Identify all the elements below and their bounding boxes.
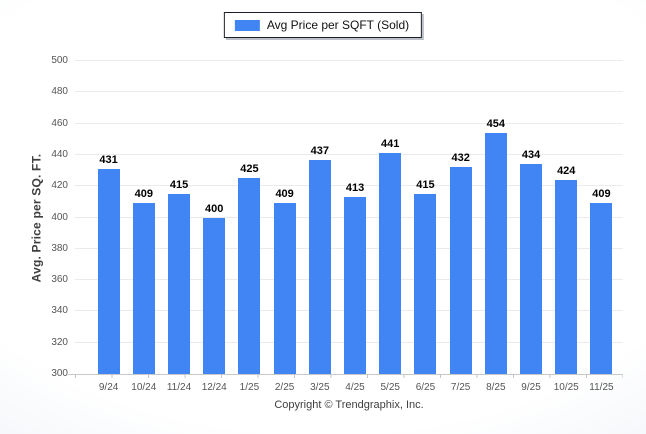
y-tick-label: 380 xyxy=(51,242,68,254)
bar[interactable] xyxy=(520,164,543,374)
bar-value-label: 425 xyxy=(240,163,259,176)
bar-value-label: 400 xyxy=(205,202,224,215)
bar-value-label: 441 xyxy=(381,138,400,151)
y-tick-label: 440 xyxy=(51,148,68,160)
bar-slot: 400 12/24 xyxy=(197,61,232,393)
y-tick-label: 340 xyxy=(51,305,68,317)
bar-slot: 415 6/25 xyxy=(408,61,443,393)
bar-value-label: 434 xyxy=(521,149,541,162)
bar[interactable] xyxy=(449,167,472,374)
x-axis-label: 4/25 xyxy=(345,382,365,393)
bar-value-label: 424 xyxy=(557,164,576,177)
bar[interactable] xyxy=(344,197,367,374)
x-axis-label: 7/25 xyxy=(450,382,471,393)
bar[interactable] xyxy=(273,203,296,374)
bar[interactable] xyxy=(414,194,437,374)
bar[interactable] xyxy=(379,153,402,374)
bar-slot: 409 11/25 xyxy=(584,61,619,393)
bar-value-label: 431 xyxy=(99,154,118,166)
legend-label: Avg Price per SQFT (Sold) xyxy=(266,18,410,32)
bar-slot: 437 3/25 xyxy=(302,61,337,393)
x-axis-label: 1/25 xyxy=(239,382,260,393)
bar-value-label: 409 xyxy=(134,188,153,201)
y-tick-label: 360 xyxy=(51,274,68,286)
x-axis-label: 11/24 xyxy=(166,382,192,393)
bar[interactable] xyxy=(203,217,226,374)
x-axis-label: 9/24 xyxy=(98,382,119,393)
x-axis-label: 6/25 xyxy=(415,382,436,393)
y-tick-label: 420 xyxy=(51,180,68,192)
gridline xyxy=(75,153,623,155)
y-tick-label: 400 xyxy=(51,211,68,223)
plot-area: 431 9/24 409 10/24 415 11/24 400 12/24 425 1/25 40… xyxy=(68,60,623,393)
bar-slot: 409 2/25 xyxy=(267,61,302,393)
bar-value-label: 437 xyxy=(310,144,329,157)
bar-slot: 413 4/25 xyxy=(337,61,372,393)
x-axis-label: 2/25 xyxy=(274,382,295,393)
y-tick-label: 320 xyxy=(51,336,68,348)
bar[interactable] xyxy=(168,194,190,374)
y-tick-label: 460 xyxy=(51,117,68,129)
bar-slot: 441 5/25 xyxy=(373,61,408,393)
bar[interactable] xyxy=(555,179,578,374)
gridline xyxy=(75,185,623,187)
y-tick-label: 500 xyxy=(51,55,68,66)
bar[interactable] xyxy=(590,203,613,374)
bar-slot: 432 7/25 xyxy=(443,61,478,393)
legend-swatch-icon xyxy=(234,19,260,31)
x-axis-label: 5/25 xyxy=(380,382,400,393)
bar-value-label: 415 xyxy=(169,179,189,192)
x-axis-label: 11/25 xyxy=(589,382,614,393)
bar[interactable] xyxy=(132,203,155,374)
bar-slot: 415 11/24 xyxy=(161,61,196,393)
bar[interactable] xyxy=(97,169,120,374)
x-axis-label: 10/24 xyxy=(131,382,157,393)
x-axis-label: 12/24 xyxy=(201,382,227,393)
bar-value-label: 454 xyxy=(486,118,506,130)
bar[interactable] xyxy=(484,133,507,374)
bar-value-label: 409 xyxy=(592,188,611,201)
x-axis-label: 10/25 xyxy=(553,382,579,393)
gridline xyxy=(75,91,623,93)
bar-series: 431 9/24 409 10/24 415 11/24 400 12/24 425 1/25 40… xyxy=(75,61,623,393)
bar-slot: 409 10/24 xyxy=(126,61,161,393)
bar-slot: 431 9/24 xyxy=(91,61,126,393)
copyright-text: Copyright © Trendgraphix, Inc. xyxy=(274,399,424,411)
bar-value-label: 413 xyxy=(345,182,365,195)
bar[interactable] xyxy=(308,159,331,374)
bar-slot: 425 1/25 xyxy=(232,61,267,393)
y-tick-label: 300 xyxy=(51,368,68,379)
x-axis-ticks xyxy=(75,374,623,378)
x-axis-label: 9/25 xyxy=(521,382,541,393)
gridline xyxy=(75,60,623,61)
bar-value-label: 432 xyxy=(451,152,470,165)
bar-slot: 424 10/25 xyxy=(549,61,584,393)
y-axis-tick-labels: 300 320 340 360 380 400 420 440 460 480 500 xyxy=(0,56,68,379)
y-tick-label: 480 xyxy=(51,86,68,98)
bar[interactable] xyxy=(238,178,261,374)
bar-slot: 434 9/25 xyxy=(513,61,548,393)
bar-value-label: 415 xyxy=(416,179,435,192)
gridline xyxy=(75,122,623,124)
bar-value-label: 409 xyxy=(275,188,294,201)
x-axis-label: 3/25 xyxy=(310,382,330,393)
bar-slot: 454 8/25 xyxy=(478,61,513,393)
legend[interactable]: Avg Price per SQFT (Sold) xyxy=(223,12,423,38)
x-axis-label: 8/25 xyxy=(486,382,506,393)
